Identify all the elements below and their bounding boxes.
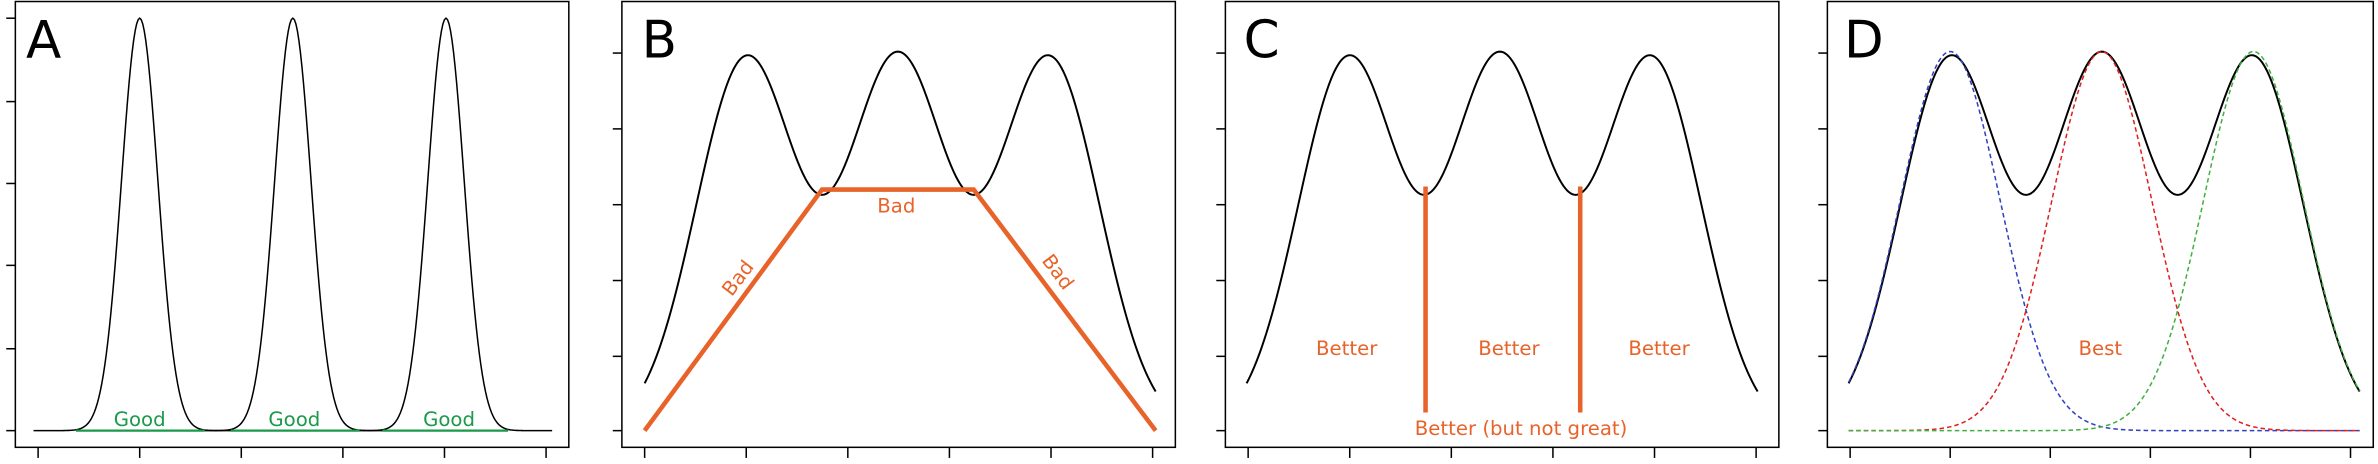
label: Bad [1037, 250, 1078, 294]
label: Better [1628, 337, 1690, 360]
label: Bad [717, 256, 758, 300]
label: Good [114, 408, 166, 431]
panel-letter: D [1844, 11, 1884, 71]
panel-letter: B [642, 11, 677, 71]
panel-frame [1224, 0, 1780, 449]
panel-letter: A [26, 11, 61, 71]
component-curve [1848, 50, 2360, 432]
label: Better (but not great) [1415, 417, 1628, 440]
component-curve [1848, 50, 2361, 432]
curve [33, 17, 246, 432]
label: Best [2079, 337, 2123, 360]
panel-letter: C [1244, 11, 1280, 71]
panel-frame [14, 0, 570, 449]
label: Better [1316, 337, 1378, 360]
curve [186, 17, 399, 432]
component-curve [1847, 50, 2360, 432]
label: Good [423, 408, 475, 431]
panel-frame [621, 0, 1177, 449]
label: Better [1478, 337, 1540, 360]
curve [643, 50, 1157, 392]
panel-frame [1826, 0, 2375, 449]
curve [339, 17, 553, 432]
orange-line [642, 187, 1158, 433]
label: Good [268, 408, 320, 431]
curve [1245, 50, 1759, 392]
label: Bad [877, 194, 915, 217]
